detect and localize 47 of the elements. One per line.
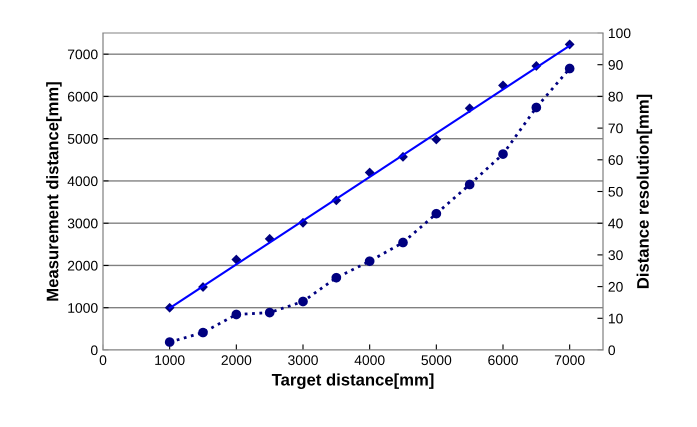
x-tick-label: 7000	[554, 355, 585, 366]
x-tick-label: 0	[100, 355, 106, 366]
point	[464, 180, 475, 190]
y-tick-label: 7000	[68, 49, 98, 60]
x-tick-label: 4000	[354, 355, 385, 366]
point	[398, 238, 408, 248]
y2-tick-label: 90	[608, 60, 623, 70]
point	[298, 296, 308, 306]
point	[498, 80, 508, 90]
x-tick-label: 5000	[421, 355, 452, 366]
point	[231, 310, 242, 320]
point	[198, 328, 208, 338]
point	[498, 149, 508, 159]
y2-tick-label: 40	[608, 218, 623, 228]
y2-tick-label: 60	[608, 155, 623, 165]
x-tick-label: 6000	[488, 355, 518, 366]
x-tick-label: 3000	[288, 355, 318, 366]
point	[432, 134, 441, 144]
point	[364, 256, 375, 266]
point	[365, 168, 374, 178]
y2-axis-title: Distance resolution[mm]	[636, 94, 652, 288]
point	[164, 337, 175, 347]
x-axis-title: Target distance[mm]	[272, 373, 434, 389]
y2-tick-label: 80	[608, 92, 623, 102]
y-tick-label: 5000	[68, 134, 98, 144]
y2-tick-label: 30	[608, 250, 623, 260]
y-axis-title: Measurement distance[mm]	[46, 82, 62, 301]
y2-tick-label: 0	[608, 345, 616, 356]
y2-tick-label: 20	[608, 282, 623, 292]
point	[264, 308, 275, 318]
point	[331, 272, 342, 283]
y-tick-label: 3000	[68, 218, 98, 228]
y-tick-label: 4000	[68, 176, 98, 186]
point	[564, 64, 575, 74]
point	[531, 102, 542, 112]
y-tick-label: 6000	[68, 92, 98, 102]
y2-tick-label: 50	[608, 186, 623, 197]
y2-tick-label: 10	[608, 314, 623, 324]
y-tick-label: 1000	[68, 303, 98, 313]
x-tick-label: 2000	[222, 355, 252, 366]
point	[431, 208, 442, 219]
y2-tick-label: 70	[608, 123, 623, 134]
y-tick-label: 0	[90, 345, 98, 356]
point	[232, 254, 241, 264]
y-tick-label: 2000	[68, 260, 98, 271]
x-tick-label: 1000	[155, 355, 185, 366]
y2-tick-label: 100	[608, 28, 630, 38]
